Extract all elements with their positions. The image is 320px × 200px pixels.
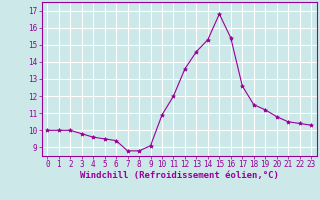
X-axis label: Windchill (Refroidissement éolien,°C): Windchill (Refroidissement éolien,°C) bbox=[80, 171, 279, 180]
